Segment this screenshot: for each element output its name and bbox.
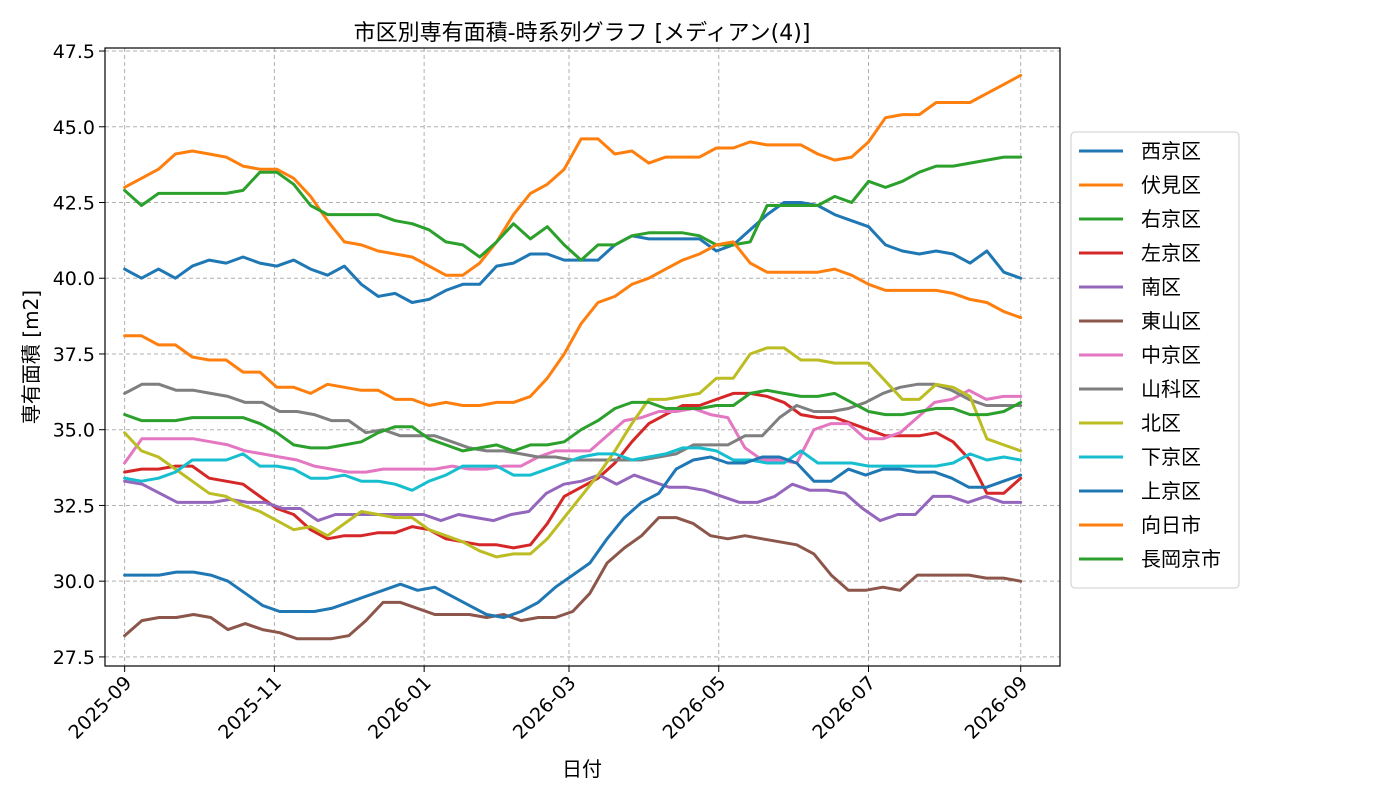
series-line-中京区 (123, 388, 1023, 474)
legend-label: 上京区 (1141, 479, 1201, 503)
series-line-上京区 (123, 455, 1023, 619)
legend-label: 伏見区 (1141, 173, 1201, 197)
y-axis-label: 専有面積 [m2] (19, 290, 43, 424)
y-tick-label: 32.5 (53, 495, 95, 517)
series-line-向日市 (123, 240, 1023, 407)
legend-label: 中京区 (1141, 343, 1201, 367)
series-line-西京区 (123, 201, 1023, 304)
legend-label: 右京区 (1141, 207, 1201, 231)
series-line-右京区 (123, 155, 1023, 262)
series-line-北区 (123, 346, 1023, 559)
y-tick-label: 47.5 (53, 41, 95, 63)
y-axis: 27.5 30.0 32.5 35.0 37.5 40.0 42.5 45.0 47.5 (53, 41, 105, 669)
legend-label: 西京区 (1141, 139, 1201, 163)
chart-title: 市区別専有面積-時系列グラフ [メディアン(4)] (354, 21, 811, 46)
series-layer (123, 73, 1023, 641)
x-axis-label: 日付 (562, 757, 602, 781)
legend-label: 左京区 (1141, 241, 1201, 265)
legend-label: 北区 (1141, 411, 1181, 435)
y-tick-label: 30.0 (53, 571, 95, 593)
legend-box (1070, 131, 1240, 589)
series-line-長岡京市 (123, 388, 1023, 453)
plot-frame (104, 47, 1061, 667)
series-line-東山区 (123, 516, 1023, 641)
legend-label: 東山区 (1141, 309, 1201, 333)
legend-label: 南区 (1141, 275, 1181, 299)
y-tick-label: 27.5 (53, 647, 95, 669)
y-tick-label: 45.0 (53, 117, 95, 139)
legend-label: 長岡京市 (1141, 547, 1221, 571)
series-line-下京区 (123, 446, 1023, 492)
y-tick-label: 35.0 (53, 420, 95, 442)
series-line-南区 (123, 473, 1023, 523)
legend-label: 山科区 (1141, 377, 1201, 401)
legend-label: 下京区 (1141, 445, 1201, 469)
y-tick-label: 42.5 (53, 193, 95, 215)
series-line-伏見区 (123, 73, 1023, 277)
y-tick-label: 37.5 (53, 344, 95, 366)
legend-label: 向日市 (1141, 513, 1201, 537)
y-tick-label: 40.0 (53, 268, 95, 290)
